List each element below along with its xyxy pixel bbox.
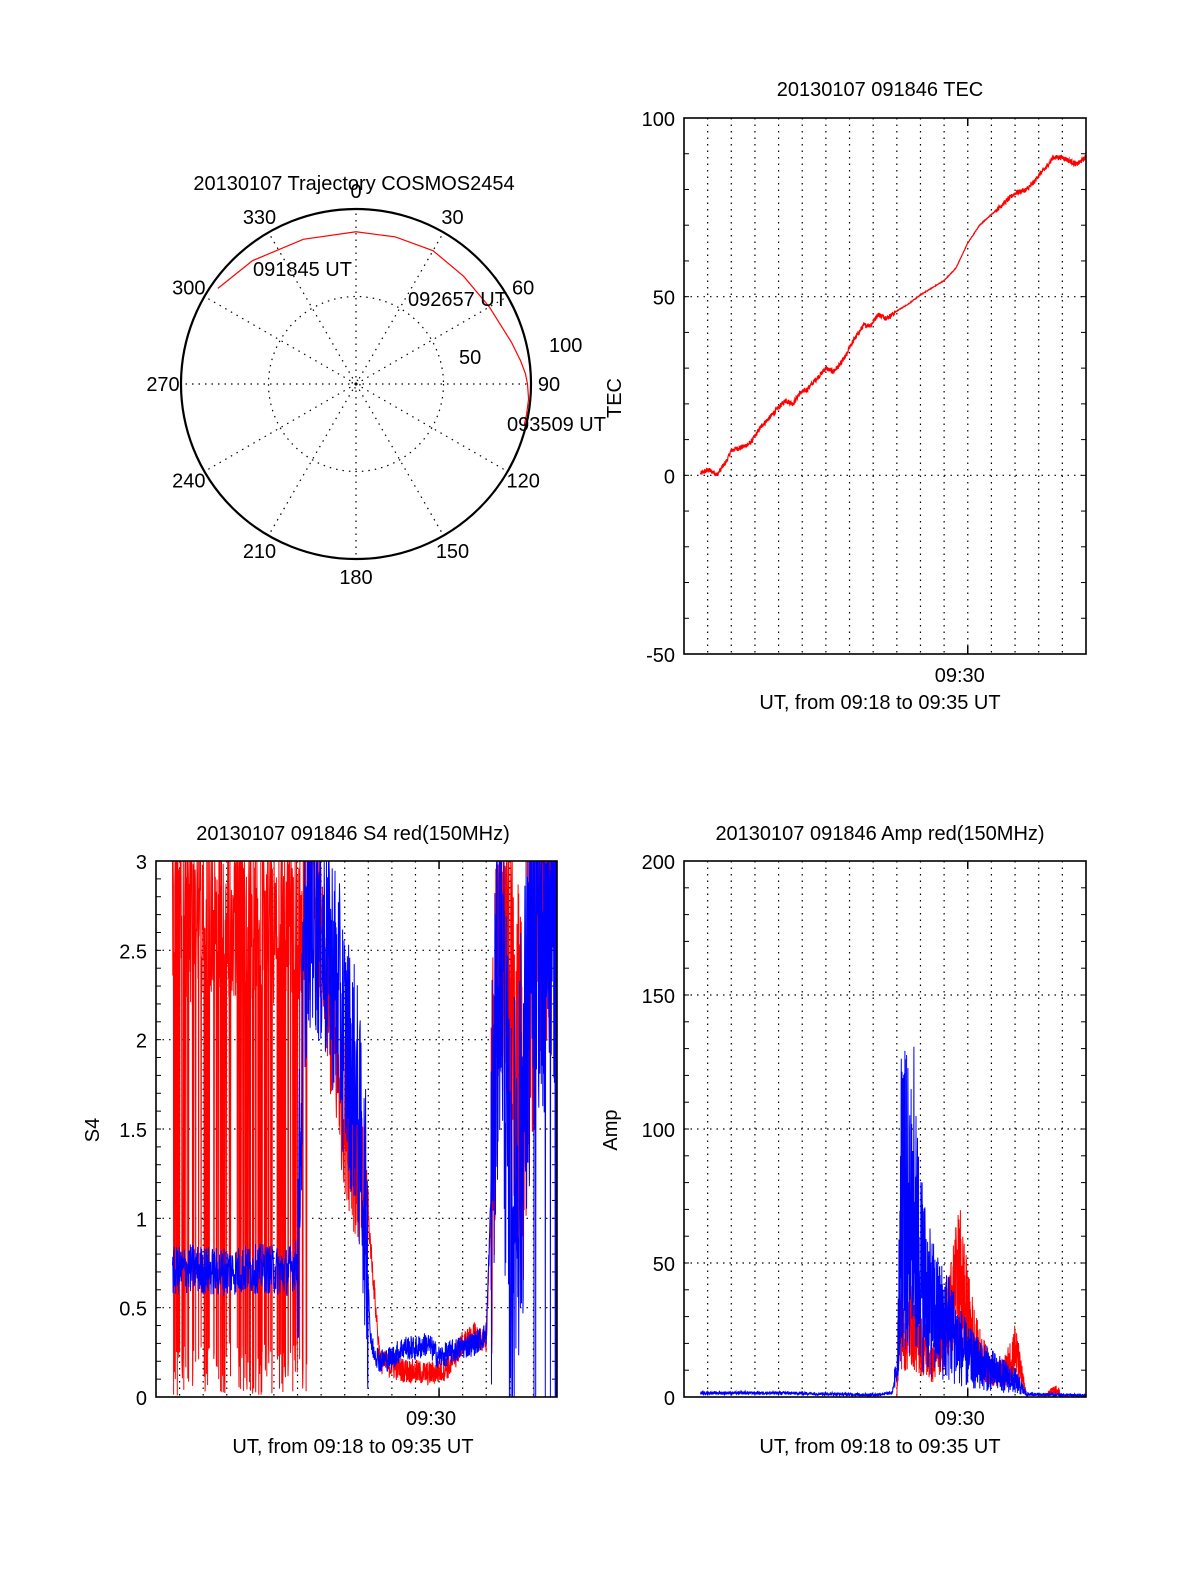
- amp-plot-frame: [683, 860, 1087, 1398]
- amp-x-tick-labels: 09:30: [935, 1408, 985, 1430]
- tec-series: [700, 154, 1087, 477]
- s4-y-tick-labels: 3 2.5 2 1.5 1 0.5 0: [119, 852, 147, 1410]
- polar-grid: [181, 209, 531, 559]
- amp-x-axis-label: UT, from 09:18 to 09:35 UT: [759, 1436, 1000, 1458]
- amp-y-tick-label: 100: [642, 1120, 675, 1142]
- azimuth-tick-label: 270: [146, 374, 179, 396]
- tec-chart: 20130107 091846 TEC 100 50 0 -50 09:30 UT, …: [642, 79, 1087, 714]
- s4-x-tick-labels: 09:30: [406, 1408, 456, 1430]
- annotation-end-time: 093509 UT: [507, 414, 606, 436]
- azimuth-tick-label: 120: [506, 471, 539, 493]
- tec-x-tick-labels: 09:30: [935, 665, 985, 687]
- annotation-start-time: 091845 UT: [253, 259, 352, 281]
- tec-y-tick-label: 50: [653, 288, 675, 310]
- amp-y-tick-label: 0: [664, 1388, 675, 1410]
- s4-plot-frame: [155, 860, 558, 1398]
- polar-grid-spoke: [267, 232, 357, 385]
- trajectory-line: [217, 231, 530, 427]
- azimuth-tick-label: 0: [350, 181, 361, 203]
- trajectory-title: 20130107 Trajectory COSMOS2454: [193, 173, 514, 195]
- azimuth-tick-label: 300: [172, 278, 205, 300]
- s4-y-tick-label: 0.5: [119, 1299, 147, 1321]
- azimuth-tick-label: 30: [441, 207, 463, 229]
- s4-y-tick-label: 2: [136, 1031, 147, 1053]
- amp-blue-line: [700, 1046, 1087, 1399]
- tec-grid: [684, 117, 1086, 655]
- amp-title: 20130107 091846 Amp red(150MHz): [715, 823, 1044, 845]
- tec-x-tick-label: 09:30: [935, 665, 985, 687]
- polar-center-mark: [351, 379, 361, 389]
- azimuth-tick-label: 240: [172, 471, 205, 493]
- s4-title: 20130107 091846 S4 red(150MHz): [196, 823, 510, 845]
- amp-chart: 20130107 091846 Amp red(150MHz) 200 150 10…: [600, 823, 1087, 1458]
- amp-y-tick-label: 150: [642, 986, 675, 1008]
- polar-grid-spoke: [204, 295, 357, 385]
- amp-y-tick-label: 200: [642, 852, 675, 874]
- azimuth-tick-label: 180: [339, 567, 372, 589]
- radial-tick-50: 50: [459, 347, 481, 369]
- tec-y-tick-label: 100: [642, 109, 675, 131]
- trajectory-series: [217, 231, 530, 427]
- amp-x-tick-label: 09:30: [935, 1408, 985, 1430]
- tec-y-tick-label: -50: [646, 645, 675, 667]
- trajectory-polar-chart: 20130107 Trajectory COSMOS2454 0 30 60 90 12…: [146, 173, 626, 589]
- azimuth-tick-label: 210: [243, 541, 276, 563]
- amp-y-tick-label: 50: [653, 1254, 675, 1276]
- s4-x-tick-label: 09:30: [406, 1408, 456, 1430]
- s4-y-tick-label: 1.5: [119, 1120, 147, 1142]
- tec-x-axis-label: UT, from 09:18 to 09:35 UT: [759, 692, 1000, 714]
- azimuth-tick-label: 90: [538, 374, 560, 396]
- s4-blue-line: [172, 860, 557, 1398]
- polar-grid-circle-50: [267, 295, 445, 473]
- polar-side-label: TEC: [604, 378, 626, 418]
- radial-tick-100: 100: [549, 335, 582, 357]
- azimuth-tick-labels: 0 30 60 90 120 150 180 210 240 270 300 330: [146, 181, 560, 589]
- s4-x-axis-label: UT, from 09:18 to 09:35 UT: [232, 1436, 473, 1458]
- s4-y-tick-label: 3: [136, 852, 147, 874]
- tec-plot-frame: [683, 117, 1087, 655]
- tec-y-tick-labels: 100 50 0 -50: [642, 109, 675, 667]
- s4-y-axis-label: S4: [82, 1118, 104, 1142]
- s4-y-tick-label: 0: [136, 1388, 147, 1410]
- annotation-mid-time: 092657 UT: [408, 289, 507, 311]
- amp-y-axis-label: Amp: [600, 1109, 622, 1150]
- amp-y-tick-labels: 200 150 100 50 0: [642, 852, 675, 1410]
- s4-y-tick-label: 1: [136, 1209, 147, 1231]
- s4-series: [172, 860, 558, 1398]
- amp-grid: [684, 860, 1086, 1398]
- tec-title: 20130107 091846 TEC: [777, 79, 983, 101]
- azimuth-tick-label: 330: [243, 207, 276, 229]
- s4-y-tick-label: 2.5: [119, 941, 147, 963]
- azimuth-tick-label: 60: [512, 278, 534, 300]
- azimuth-tick-label: 150: [436, 541, 469, 563]
- s4-chart: 20130107 091846 S4 red(150MHz) 3 2.5 2 1.5 1…: [82, 823, 558, 1458]
- tec-y-tick-label: 0: [664, 466, 675, 488]
- tec-line: [700, 154, 1087, 477]
- polar-outer-circle: [179, 207, 533, 561]
- amp-series: [700, 1046, 1087, 1399]
